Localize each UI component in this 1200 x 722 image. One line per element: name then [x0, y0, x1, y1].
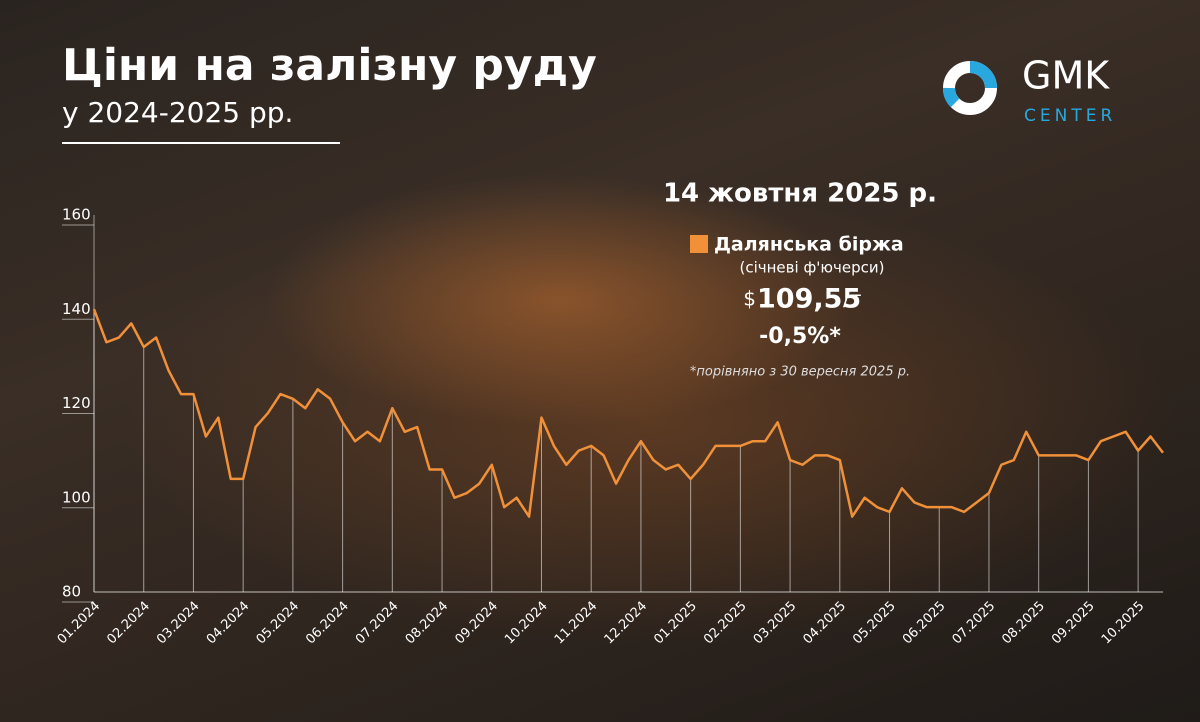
price-unit: /т [843, 287, 862, 311]
x-tick-label: 09.2024 [452, 599, 501, 648]
x-tick-label: 03.2025 [751, 599, 800, 648]
x-tick-label: 05.2025 [850, 599, 899, 648]
legend-marker [690, 235, 708, 253]
change-label: -0,5%* [759, 324, 841, 349]
x-tick-label: 07.2025 [950, 599, 999, 648]
x-tick-label: 06.2024 [303, 599, 352, 648]
y-tick-label: 140 [62, 300, 91, 318]
x-tick-label: 09.2025 [1049, 599, 1098, 648]
y-tick-label: 120 [62, 394, 91, 412]
price-prefix: $ [743, 287, 756, 311]
annotation-date: 14 жовтня 2025 р. [663, 179, 937, 209]
x-tick-label: 11.2024 [552, 599, 601, 648]
x-tick-label: 01.2025 [651, 599, 700, 648]
x-tick-label: 10.2024 [502, 599, 551, 648]
logo-accent [943, 87, 960, 108]
x-tick-label: 02.2025 [701, 599, 750, 648]
logo-text: GMK [1022, 54, 1110, 98]
x-tick-label: 04.2025 [800, 599, 849, 648]
annotation-description: (січневі ф'ючерси) [740, 259, 885, 277]
logo-accent [969, 61, 997, 89]
y-tick-label: 100 [62, 488, 91, 506]
price-value: 109,55 [757, 284, 861, 315]
x-tick-label: 05.2024 [254, 599, 303, 648]
x-tick-label: 03.2024 [154, 599, 203, 648]
annotation-note: *порівняно з 30 вересня 2025 р. [690, 365, 910, 380]
x-tick-label: 01.2024 [55, 599, 104, 648]
legend-label: Далянська біржа [714, 234, 904, 256]
x-tick-label: 06.2025 [900, 599, 949, 648]
x-tick-label: 08.2024 [403, 599, 452, 648]
y-tick-label: 160 [62, 206, 91, 224]
logo-subtext: CENTER [1024, 106, 1116, 126]
x-tick-label: 08.2025 [999, 599, 1048, 648]
x-tick-label: 02.2024 [104, 599, 153, 648]
y-tick-label: 80 [62, 583, 81, 601]
chart-title: Ціни на залізну руду [62, 40, 597, 91]
x-tick-label: 12.2024 [602, 599, 651, 648]
x-tick-label: 04.2024 [204, 599, 253, 648]
chart-subtitle: у 2024-2025 рр. [62, 96, 293, 129]
x-tick-label: 07.2024 [353, 599, 402, 648]
line [92, 308, 1164, 518]
x-tick-label: 10.2025 [1099, 599, 1148, 648]
